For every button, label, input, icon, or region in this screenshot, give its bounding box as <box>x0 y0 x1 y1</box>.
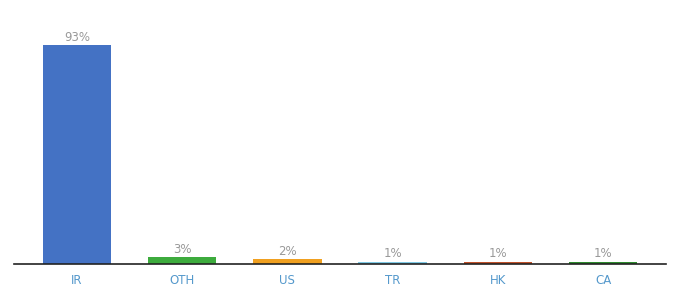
Bar <box>464 262 532 264</box>
Bar <box>43 45 111 264</box>
Text: 2%: 2% <box>278 245 296 258</box>
Bar <box>569 262 637 264</box>
Text: 1%: 1% <box>489 248 507 260</box>
Text: 93%: 93% <box>64 31 90 44</box>
Bar <box>148 257 216 264</box>
Text: 1%: 1% <box>594 248 613 260</box>
Bar <box>253 259 322 264</box>
Text: 3%: 3% <box>173 243 191 256</box>
Bar <box>358 262 427 264</box>
Text: 1%: 1% <box>384 248 402 260</box>
